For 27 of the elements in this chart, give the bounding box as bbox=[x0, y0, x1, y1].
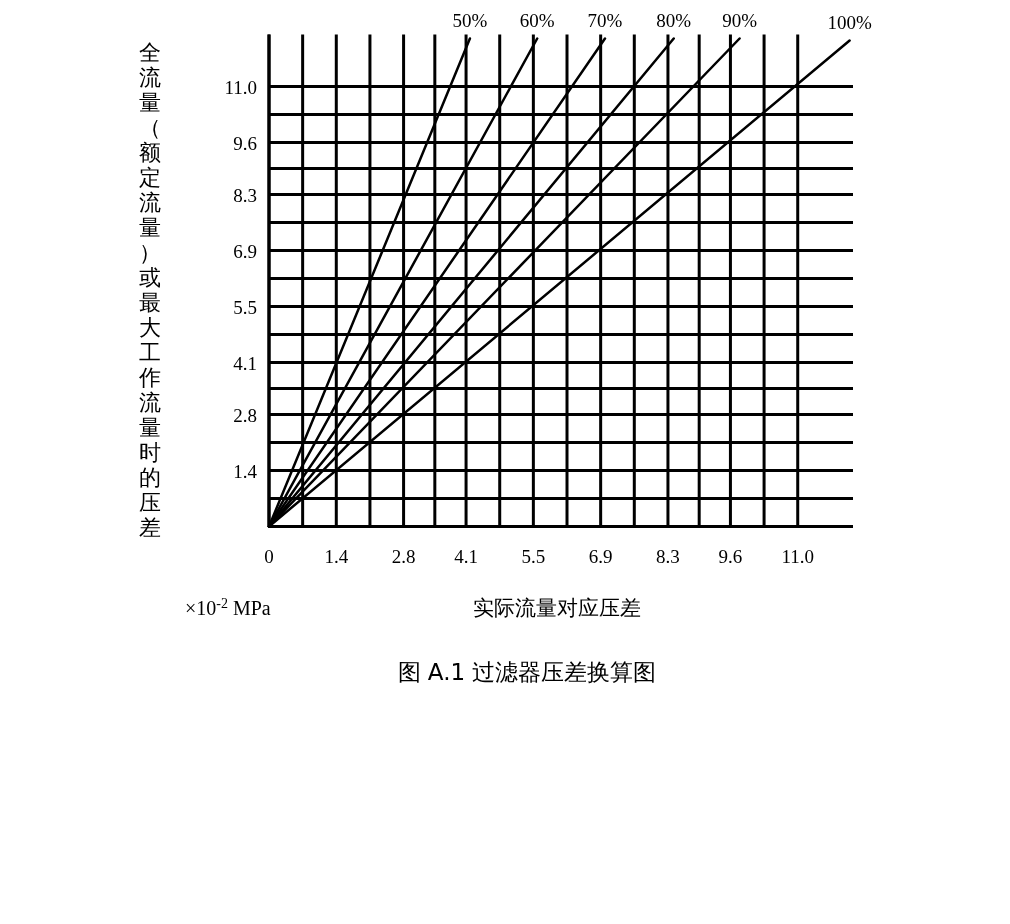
y-tick-label: 9.6 bbox=[233, 132, 257, 154]
x-tick-label: 8.3 bbox=[656, 545, 680, 567]
series-label: 80% bbox=[656, 9, 692, 31]
series-label: 60% bbox=[519, 9, 555, 31]
series-label: 90% bbox=[722, 9, 758, 31]
y-tick-label: 6.9 bbox=[233, 240, 257, 262]
x-tick-label: 0 bbox=[264, 545, 274, 567]
x-axis-title: 实际流量对应压差 bbox=[473, 596, 641, 620]
x-tick-label: 6.9 bbox=[588, 545, 613, 567]
series-label: 50% bbox=[452, 9, 488, 31]
y-tick-label: 1.4 bbox=[233, 460, 258, 482]
series-label: 70% bbox=[587, 9, 623, 31]
x-tick-label: 9.6 bbox=[718, 545, 743, 567]
x-tick-label: 11.0 bbox=[781, 545, 814, 567]
text: 图 A.1 过滤器压差换算图 bbox=[397, 659, 657, 685]
series-label: 100% bbox=[827, 11, 872, 33]
y-tick-label: 11.0 bbox=[224, 76, 257, 98]
y-tick-label: 5.5 bbox=[233, 296, 257, 318]
text: ×10$^{-2}$ MPa bbox=[185, 595, 271, 619]
y-tick-label: 8.3 bbox=[233, 184, 257, 206]
x-tick-label: 2.8 bbox=[391, 545, 416, 567]
y-tick-label: 4.1 bbox=[233, 352, 257, 374]
x-tick-label: 4.1 bbox=[454, 545, 478, 567]
x-tick-label: 5.5 bbox=[521, 545, 546, 567]
x-tick-label: 1.4 bbox=[324, 545, 349, 567]
text: 全流量（额定流量）或最大工作流量时的压差 bbox=[139, 40, 161, 540]
y-tick-label: 2.8 bbox=[233, 404, 257, 426]
